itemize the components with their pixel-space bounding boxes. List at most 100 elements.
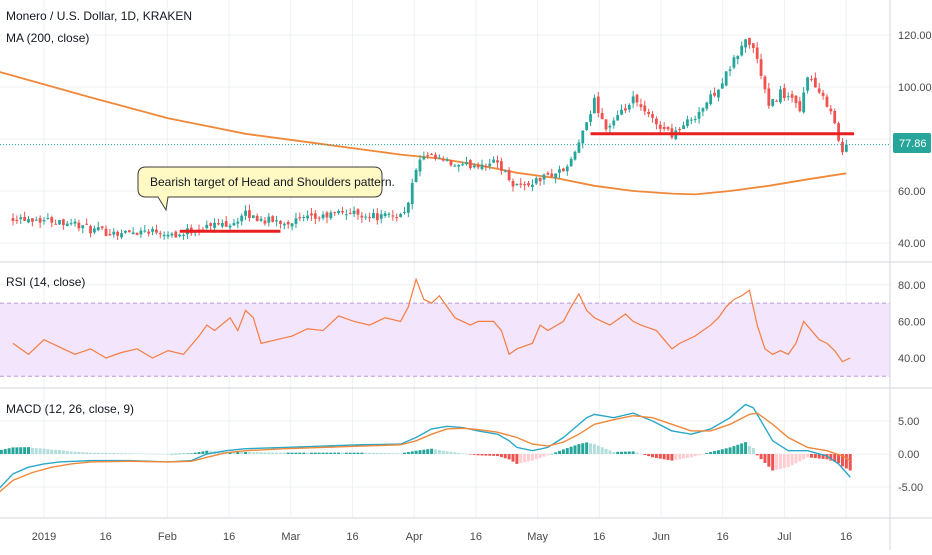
macd-histogram-bar bbox=[786, 454, 790, 468]
candle-body bbox=[790, 94, 794, 98]
candle-body bbox=[527, 183, 530, 186]
macd-histogram-bar bbox=[554, 452, 558, 454]
macd-histogram-bar bbox=[321, 452, 325, 454]
macd-histogram-bar bbox=[352, 452, 356, 454]
candle-body bbox=[713, 92, 716, 96]
macd-histogram-bar bbox=[65, 451, 69, 454]
macd-histogram-bar bbox=[775, 454, 779, 470]
macd-histogram-bar bbox=[809, 454, 813, 458]
candle-body bbox=[589, 114, 592, 122]
candle-body bbox=[465, 162, 468, 165]
macd-histogram-bar bbox=[558, 450, 562, 454]
macd-histogram-bar bbox=[15, 447, 19, 454]
macd-histogram-bar bbox=[778, 454, 782, 469]
candle-body bbox=[662, 126, 666, 129]
candle-body bbox=[484, 166, 488, 168]
candle-body bbox=[344, 214, 348, 216]
callout-bubble bbox=[137, 166, 383, 212]
candle-body bbox=[767, 88, 771, 106]
macd-histogram-bar bbox=[728, 447, 732, 454]
macd-histogram-bar bbox=[585, 442, 589, 454]
candle-body bbox=[701, 108, 705, 112]
candle-body bbox=[430, 154, 434, 156]
price-tick-label: 40.00 bbox=[898, 238, 926, 250]
macd-tick-label: 0.00 bbox=[898, 449, 919, 461]
price-tick-label: 120.00 bbox=[898, 30, 932, 42]
x-tick-label: Jun bbox=[652, 531, 670, 543]
macd-histogram-bar bbox=[433, 449, 437, 454]
macd-histogram-bar bbox=[81, 452, 85, 454]
macd-histogram-bar bbox=[46, 449, 50, 454]
candle-body bbox=[581, 130, 585, 144]
macd-histogram-bar bbox=[120, 453, 124, 454]
candle-body bbox=[561, 168, 565, 172]
candle-body bbox=[213, 222, 216, 228]
macd-histogram-bar bbox=[3, 449, 7, 454]
macd-histogram-bar bbox=[69, 451, 73, 454]
candle-body bbox=[279, 221, 282, 225]
candle-body bbox=[92, 228, 96, 233]
macd-histogram-bar bbox=[236, 452, 240, 454]
macd-histogram-bar bbox=[228, 452, 232, 454]
macd-histogram-bar bbox=[542, 454, 546, 457]
candle-body bbox=[61, 219, 65, 226]
candle-body bbox=[608, 125, 612, 128]
candle-body bbox=[542, 174, 546, 180]
candle-body bbox=[786, 96, 790, 98]
last-price-badge: 77.86 bbox=[893, 133, 931, 153]
macd-histogram-bar bbox=[600, 447, 604, 454]
macd-histogram-bar bbox=[247, 452, 251, 454]
ma-200-line bbox=[0, 71, 847, 196]
candle-body bbox=[647, 111, 651, 114]
candle-body bbox=[399, 213, 402, 218]
candle-body bbox=[523, 184, 527, 186]
macd-histogram-bar bbox=[96, 452, 100, 454]
candle-body bbox=[724, 71, 728, 86]
candle-body bbox=[507, 170, 511, 181]
x-tick-label: 16 bbox=[717, 531, 729, 543]
macd-histogram-bar bbox=[391, 453, 395, 454]
macd-histogram-bar bbox=[73, 451, 77, 454]
candle-body bbox=[271, 216, 275, 222]
candle-body bbox=[844, 144, 848, 152]
macd-histogram-bar bbox=[511, 454, 515, 462]
macd-histogram-bar bbox=[406, 452, 410, 454]
macd-tick-label: -5.00 bbox=[898, 482, 923, 494]
macd-histogram-bar bbox=[360, 452, 364, 454]
macd-histogram-bar bbox=[58, 450, 62, 454]
candle-body bbox=[689, 119, 693, 121]
candle-body bbox=[763, 76, 767, 90]
rsi-tick-label: 40.00 bbox=[898, 353, 926, 365]
candle-body bbox=[158, 233, 162, 235]
last-price-label: 77.86 bbox=[899, 138, 927, 150]
macd-histogram-bar bbox=[701, 454, 705, 455]
macd-histogram-bar bbox=[472, 454, 476, 455]
price-tick-label: 60.00 bbox=[898, 186, 926, 198]
macd-histogram-bar bbox=[844, 454, 848, 469]
candle-body bbox=[480, 164, 484, 170]
macd-histogram-bar bbox=[216, 451, 220, 454]
candle-body bbox=[620, 109, 623, 115]
candle-body bbox=[23, 216, 27, 221]
macd-histogram-bar bbox=[61, 450, 65, 454]
macd-histogram-bar bbox=[476, 454, 480, 456]
candle-body bbox=[391, 215, 395, 217]
macd-histogram-bar bbox=[550, 453, 554, 455]
candle-body bbox=[162, 234, 166, 237]
macd-histogram-bar bbox=[627, 451, 631, 454]
annotations[interactable]: Bearish target of Head and Shoulders pat… bbox=[0, 132, 890, 233]
candle-body bbox=[709, 94, 713, 105]
macd-histogram-bar bbox=[534, 454, 538, 460]
macd-histogram-bar bbox=[771, 454, 775, 471]
candle-body bbox=[89, 226, 92, 234]
candle-body bbox=[375, 213, 379, 221]
candlesticks[interactable] bbox=[11, 37, 848, 240]
macd-histogram-bar bbox=[608, 450, 612, 454]
macd-histogram-bar bbox=[201, 451, 205, 454]
macd-histogram-bar bbox=[697, 454, 701, 456]
macd-histogram-bar bbox=[732, 446, 736, 454]
candle-body bbox=[205, 224, 209, 229]
macd-histogram-bar bbox=[368, 452, 372, 454]
rsi-tick-label: 80.00 bbox=[898, 280, 926, 292]
